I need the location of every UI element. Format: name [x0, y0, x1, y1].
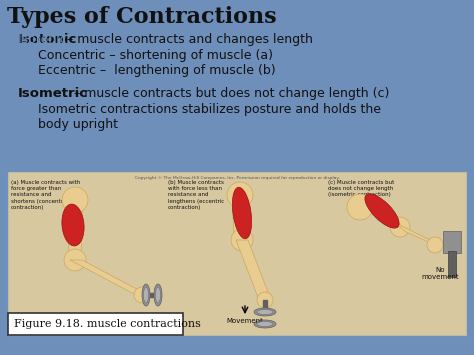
- FancyBboxPatch shape: [8, 172, 466, 335]
- Text: Figure 9.18. muscle contractions: Figure 9.18. muscle contractions: [14, 319, 201, 329]
- Ellipse shape: [257, 310, 273, 315]
- Text: (a) Muscle contracts with
force greater than
resistance and
shortens (concentric: (a) Muscle contracts with force greater …: [11, 180, 80, 210]
- Circle shape: [134, 287, 150, 303]
- Ellipse shape: [254, 308, 276, 316]
- Circle shape: [390, 217, 410, 237]
- Ellipse shape: [232, 187, 252, 239]
- Text: Isotonic – muscle contracts and changes length: Isotonic – muscle contracts and changes …: [18, 33, 317, 46]
- Polygon shape: [352, 202, 405, 230]
- Circle shape: [347, 194, 373, 220]
- Ellipse shape: [155, 287, 161, 303]
- Bar: [443, 231, 461, 253]
- Polygon shape: [67, 200, 83, 255]
- Text: No
movement: No movement: [421, 267, 459, 280]
- Text: Concentric – shortening of muscle (a): Concentric – shortening of muscle (a): [38, 49, 273, 62]
- Text: Movement: Movement: [227, 318, 264, 324]
- Text: Types of Contractions: Types of Contractions: [7, 6, 277, 28]
- Ellipse shape: [144, 287, 148, 303]
- Text: Isotonic: Isotonic: [18, 33, 77, 46]
- Polygon shape: [70, 260, 148, 295]
- Text: – muscle contracts but does not change length (c): – muscle contracts but does not change l…: [70, 87, 389, 100]
- Circle shape: [62, 187, 88, 213]
- Ellipse shape: [154, 284, 162, 306]
- Bar: [263, 300, 267, 314]
- Ellipse shape: [257, 322, 273, 327]
- Text: (b) Muscle contracts
with force less than
resistance and
lengthens (eccentric
co: (b) Muscle contracts with force less tha…: [168, 180, 224, 210]
- Circle shape: [227, 182, 253, 208]
- Ellipse shape: [62, 204, 84, 246]
- Text: – muscle contracts and changes length: – muscle contracts and changes length: [63, 33, 313, 46]
- Text: Eccentric –  lengthening of muscle (b): Eccentric – lengthening of muscle (b): [38, 64, 275, 77]
- Ellipse shape: [365, 194, 399, 228]
- Polygon shape: [394, 222, 440, 247]
- Circle shape: [231, 229, 253, 251]
- Text: body upright: body upright: [38, 118, 118, 131]
- Bar: [148, 293, 160, 297]
- Circle shape: [64, 249, 86, 271]
- Polygon shape: [236, 240, 271, 300]
- Circle shape: [427, 237, 443, 253]
- Ellipse shape: [254, 320, 276, 328]
- Text: (c) Muscle contracts but
does not change length
(isometric contraction): (c) Muscle contracts but does not change…: [328, 180, 394, 197]
- Ellipse shape: [142, 284, 150, 306]
- FancyBboxPatch shape: [8, 313, 183, 335]
- Text: Isometric: Isometric: [18, 87, 88, 100]
- Circle shape: [257, 292, 273, 308]
- Polygon shape: [232, 195, 250, 235]
- Text: Isometric contractions stabilizes posture and holds the: Isometric contractions stabilizes postur…: [38, 103, 381, 116]
- Text: Copyright © The McGraw-Hill Companies, Inc. Permission required for reproduction: Copyright © The McGraw-Hill Companies, I…: [135, 176, 339, 180]
- Text: Movement: Movement: [87, 326, 123, 332]
- Bar: [448, 251, 456, 277]
